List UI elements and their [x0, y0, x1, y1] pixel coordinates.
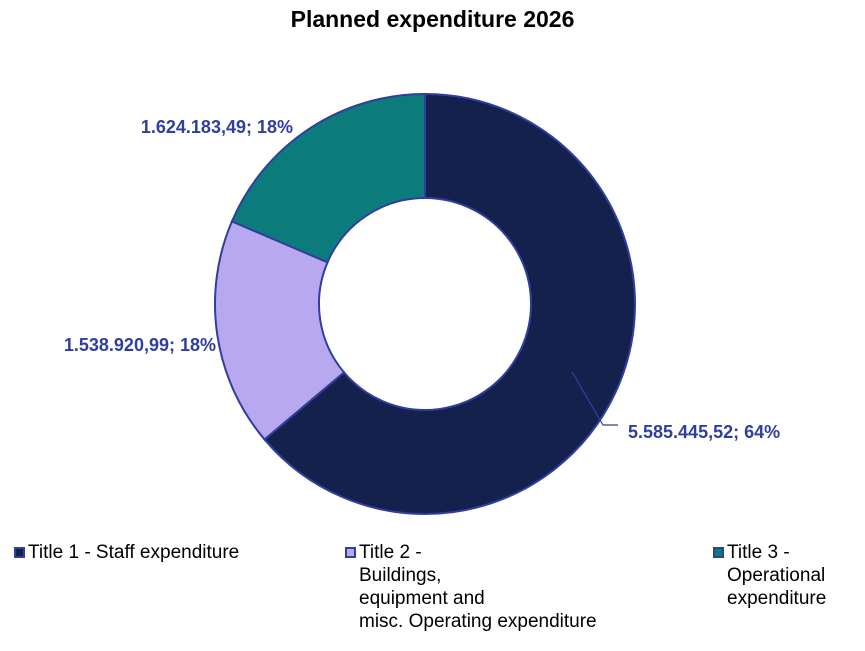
- legend-item-title-3: Title 3 - Operational expenditure: [713, 541, 826, 610]
- legend-swatch-title-2: [345, 547, 356, 558]
- legend-label-title-2: Title 2 - Buildings, equipment and misc.…: [359, 541, 597, 633]
- legend-swatch-title-1: [14, 547, 25, 558]
- legend-item-title-2: Title 2 - Buildings, equipment and misc.…: [345, 541, 597, 633]
- data-label-title-3: 1.624.183,49; 18%: [141, 117, 293, 137]
- legend-label-title-1: Title 1 - Staff expenditure: [28, 541, 239, 564]
- legend-label-title-3: Title 3 - Operational expenditure: [727, 541, 826, 610]
- data-label-title-1: 5.585.445,52; 64%: [628, 422, 780, 442]
- legend-swatch-title-3: [713, 547, 724, 558]
- legend-item-title-1: Title 1 - Staff expenditure: [14, 541, 239, 564]
- data-label-title-2: 1.538.920,99; 18%: [64, 335, 216, 355]
